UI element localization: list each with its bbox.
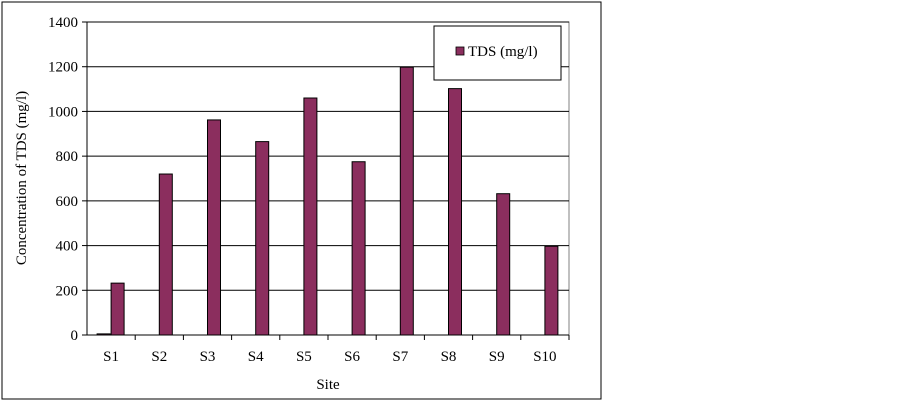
- x-axis-title: Site: [316, 377, 340, 393]
- bar-s6: [351, 161, 366, 336]
- y-tick-label: 0: [71, 328, 79, 344]
- y-tick-label: 1000: [48, 104, 78, 120]
- x-tick-label: S10: [533, 349, 556, 365]
- bar-s8: [448, 88, 462, 336]
- y-axis-ticks: 0 200 400 600 800 1000 1200 1400: [48, 15, 87, 344]
- bar-s7: [399, 66, 414, 336]
- x-tick-label: S2: [151, 349, 167, 365]
- y-tick-label: 1200: [48, 60, 78, 76]
- y-tick-label: 400: [56, 239, 79, 255]
- x-tick-label: S7: [392, 349, 408, 365]
- x-tick-label: S3: [200, 349, 216, 365]
- bar-s3: [207, 119, 221, 336]
- legend-label: TDS (mg/l): [468, 44, 538, 60]
- bar-s2: [158, 173, 173, 336]
- y-tick-label: 1400: [48, 15, 78, 31]
- bar-s10: [544, 245, 559, 336]
- x-tick-label: S1: [103, 349, 119, 365]
- x-tick-label: S8: [441, 349, 457, 365]
- x-tick-label: S5: [296, 349, 312, 365]
- bars: [96, 66, 559, 336]
- legend-box: [433, 25, 562, 81]
- y-tick-label: 200: [56, 283, 79, 299]
- x-tick-label: S6: [344, 349, 360, 365]
- y-axis-title: Concentration of TDS (mg/l): [14, 91, 30, 265]
- x-tick-label: S4: [248, 349, 264, 365]
- bar-s4: [255, 141, 270, 336]
- y-tick-label: 600: [56, 194, 79, 210]
- bar-s9: [496, 193, 511, 336]
- legend: TDS (mg/l): [433, 25, 562, 81]
- bar-s5: [303, 97, 318, 336]
- x-axis-ticks: S1 S2 S3 S4 S5 S6 S7 S8 S9 S10: [103, 335, 570, 365]
- bar-s1: [110, 282, 125, 336]
- legend-swatch: [455, 46, 465, 56]
- y-tick-label: 800: [56, 149, 79, 165]
- x-tick-label: S9: [489, 349, 505, 365]
